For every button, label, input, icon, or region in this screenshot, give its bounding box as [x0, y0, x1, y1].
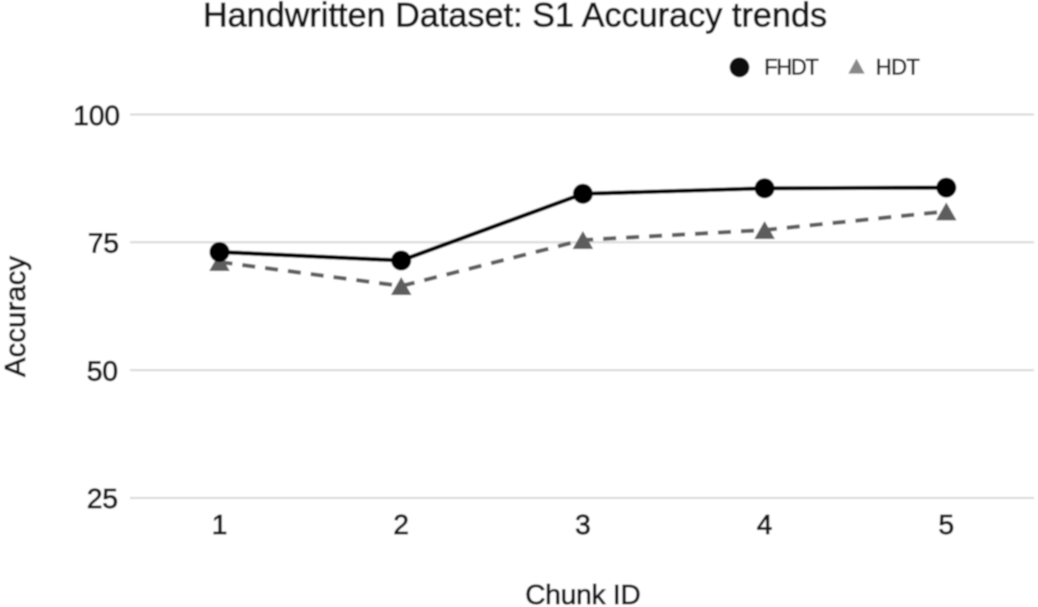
svg-text:3: 3 [575, 509, 591, 540]
svg-text:75: 75 [88, 228, 119, 259]
svg-text:Accuracy: Accuracy [0, 256, 32, 378]
svg-text:25: 25 [87, 483, 118, 514]
svg-text:4: 4 [757, 509, 773, 540]
svg-text:2: 2 [393, 509, 409, 540]
svg-text:FHDT: FHDT [764, 55, 819, 80]
svg-text:HDT: HDT [876, 55, 920, 80]
svg-text:Chunk ID: Chunk ID [525, 579, 641, 607]
svg-text:100: 100 [73, 100, 120, 131]
svg-text:1: 1 [212, 509, 228, 540]
svg-text:5: 5 [939, 509, 955, 540]
svg-text:50: 50 [87, 356, 118, 387]
svg-text:Handwritten Dataset: S1 Accura: Handwritten Dataset: S1 Accuracy trends [203, 0, 827, 35]
